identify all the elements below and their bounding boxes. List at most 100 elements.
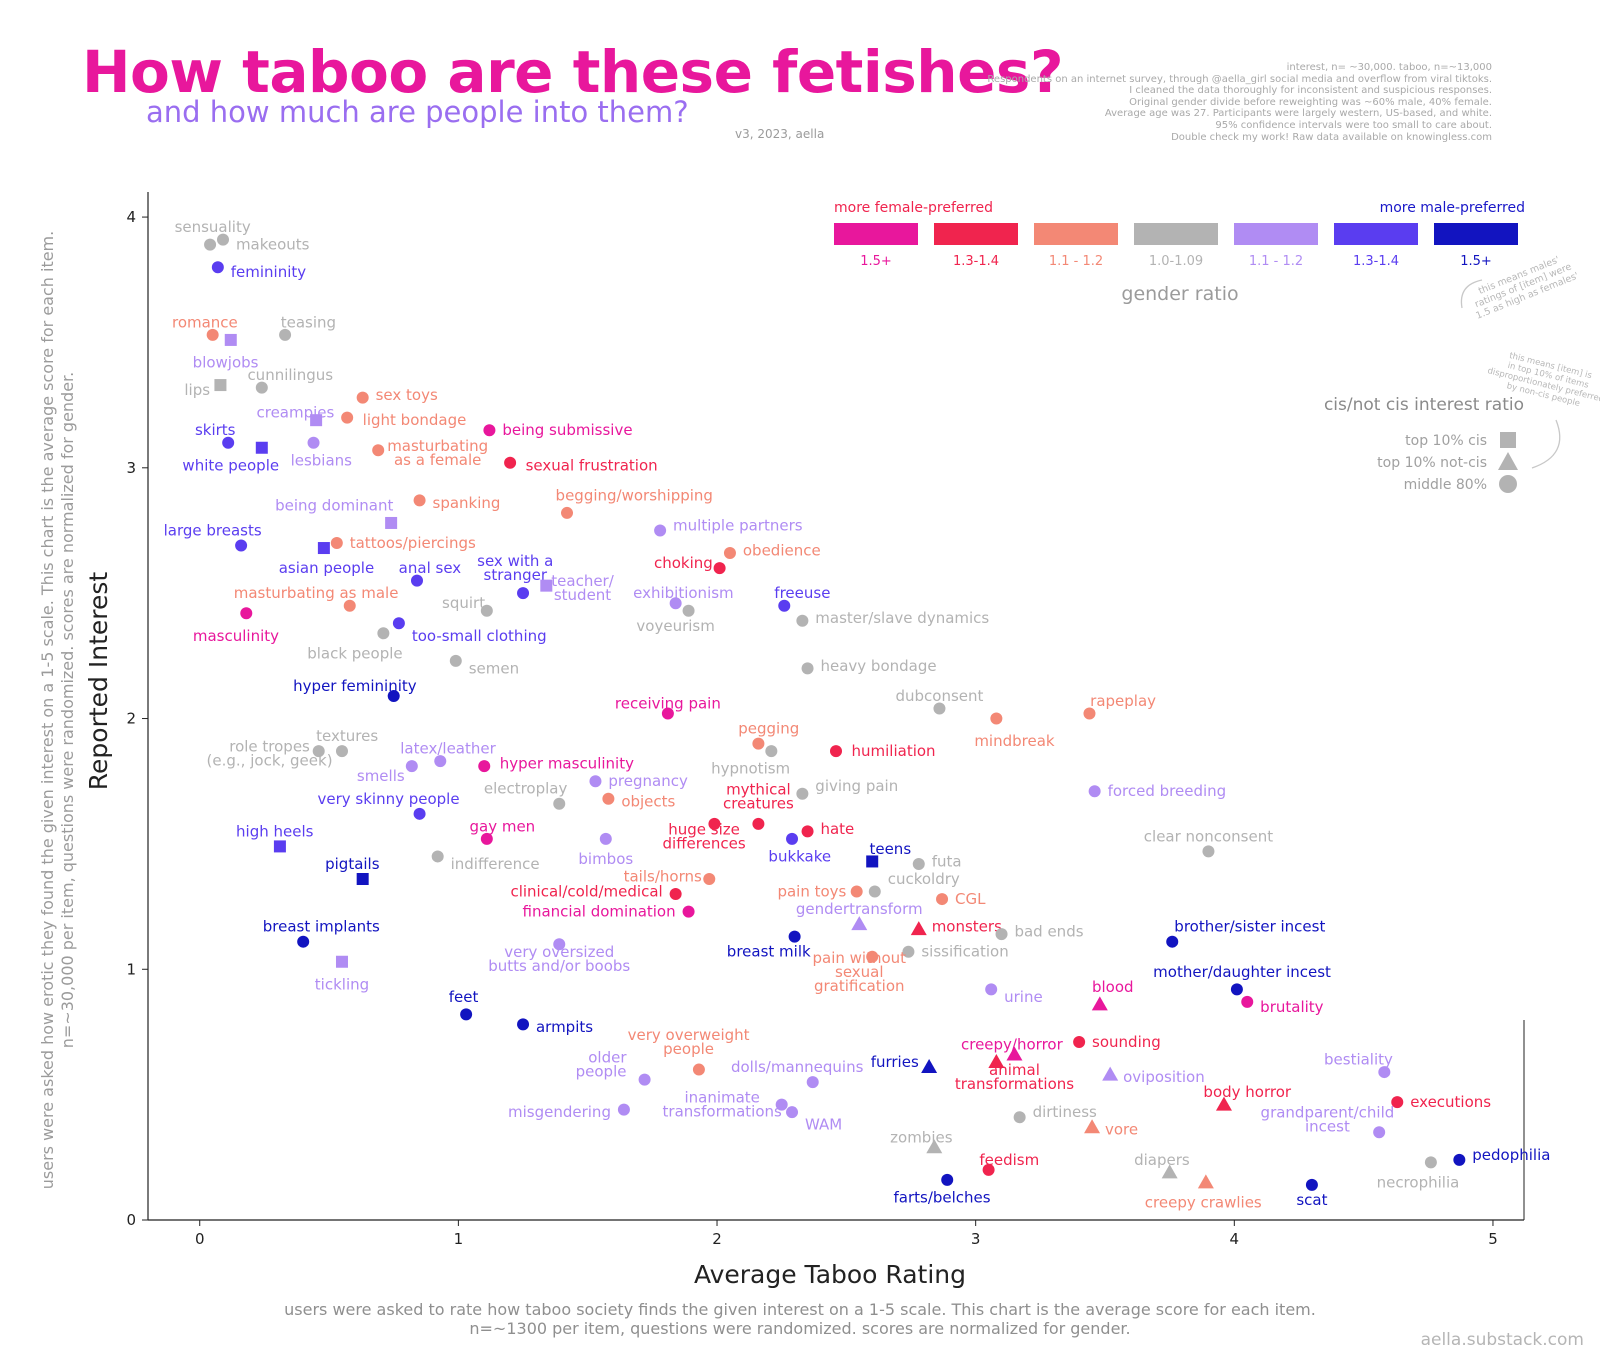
marker-scat: [1305, 1178, 1318, 1191]
marker-exhibitionism: [669, 597, 682, 610]
label-sex-toys: sex toys: [376, 386, 438, 404]
marker-sex-with-a-stranger: [517, 587, 530, 600]
label-bukkake: bukkake: [768, 847, 831, 865]
marker-hyper-masculinity: [478, 760, 491, 773]
marker-sissification: [902, 945, 915, 958]
x-tick-label: 4: [1230, 1230, 1240, 1248]
credit-text: v3, 2023, aella: [735, 127, 825, 141]
label-bimbos: bimbos: [578, 850, 633, 868]
legend-shape-label: top 10% cis: [1405, 433, 1487, 449]
label-clinical-cold-medical: clinical/cold/medical: [510, 883, 662, 901]
marker-blowjobs: [224, 333, 237, 346]
marker-begging-worshipping: [561, 506, 574, 519]
label-masturbating-as-a-female: as a female: [394, 451, 481, 469]
x-note-line: users were asked to rate how taboo socie…: [284, 1300, 1316, 1319]
marker-gay-men: [480, 832, 493, 845]
label-creepy-horror: creepy/horror: [961, 1035, 1064, 1053]
label-pigtails: pigtails: [325, 855, 380, 873]
label-heavy-bondage: heavy bondage: [820, 657, 936, 675]
label-breast-implants: breast implants: [263, 918, 380, 936]
marker-light-bondage: [341, 411, 354, 424]
marker-tails-horns: [703, 873, 716, 886]
marker-being-submissive: [483, 424, 496, 437]
label-older-people: older: [588, 1049, 627, 1067]
label-teasing: teasing: [281, 313, 336, 331]
note-line: Average age was 27. Participants were la…: [1104, 108, 1492, 120]
marker-femininity: [211, 261, 224, 274]
label-feedism: feedism: [979, 1151, 1039, 1169]
label-hate: hate: [820, 820, 854, 838]
legend-swatch-label: 1.5+: [1460, 254, 1492, 269]
marker-sensuality: [204, 238, 217, 251]
marker-masturbating-as-male: [343, 599, 356, 612]
marker-squirt: [480, 604, 493, 617]
marker-being-dominant: [385, 516, 398, 529]
label-black-people: black people: [307, 644, 402, 662]
marker-farts-belches: [941, 1173, 954, 1186]
label-creampies: creampies: [256, 404, 334, 422]
marker-tattoos-piercings: [330, 537, 343, 550]
label-master-slave-dynamics: master/slave dynamics: [815, 609, 989, 627]
label-grandparent-child-incest: incest: [1305, 1118, 1350, 1136]
marker-voyeurism: [682, 604, 695, 617]
label-masculinity: masculinity: [193, 627, 279, 645]
label-older-people: people: [576, 1063, 627, 1081]
legend-swatch-f13: [934, 223, 1018, 245]
marker-black-people: [377, 627, 390, 640]
marker-cgl: [936, 893, 949, 906]
label-misgendering: misgendering: [508, 1103, 611, 1121]
label-sounding: sounding: [1092, 1033, 1161, 1051]
marker-lesbians: [307, 436, 320, 449]
y-axis-note-line: users were asked how erotic they found t…: [38, 231, 57, 1189]
legend-note-arrow: [1531, 419, 1561, 469]
marker-brother-sister-incest: [1166, 935, 1179, 948]
marker-zombies: [926, 1139, 943, 1154]
marker-high-heels: [273, 840, 286, 853]
marker-huge-size-differences: [708, 817, 721, 830]
label-zombies: zombies: [890, 1128, 953, 1146]
label-forced-breeding: forced breeding: [1108, 782, 1227, 800]
label-sex-with-a-stranger: sex with a: [477, 552, 553, 570]
label-very-overweight-people: very overweight: [628, 1026, 750, 1044]
label-pain-toys: pain toys: [777, 883, 846, 901]
label-tattoos-piercings: tattoos/piercings: [350, 534, 476, 552]
label-furries: furries: [871, 1053, 919, 1071]
label-squirt: squirt: [442, 594, 485, 612]
label-multiple-partners: multiple partners: [673, 516, 803, 534]
label-humiliation: humiliation: [852, 742, 936, 760]
marker-inanimate-transformations: [775, 1098, 788, 1111]
marker-white-people: [255, 441, 268, 454]
label-hypnotism: hypnotism: [711, 760, 790, 778]
label-teacher-student: teacher/: [551, 572, 614, 590]
x-tick-label: 0: [195, 1230, 205, 1248]
label-very-oversized-butts-and-or-boobs: butts and/or boobs: [488, 957, 630, 975]
marker-pregnancy: [589, 775, 602, 788]
label-dubconsent: dubconsent: [895, 687, 983, 705]
label-inanimate-transformations: transformations: [663, 1103, 782, 1121]
label-begging-worshipping: begging/worshipping: [556, 486, 713, 504]
label-diapers: diapers: [1134, 1151, 1190, 1169]
marker-creepy-crawlies: [1197, 1174, 1214, 1189]
label-role-tropes-e-g-jock-geek: role tropes: [229, 738, 310, 756]
marker-giving-pain: [796, 787, 809, 800]
label-being-submissive: being submissive: [502, 421, 632, 439]
label-semen: semen: [469, 659, 519, 677]
x-tick-label: 1: [454, 1230, 464, 1248]
label-objects: objects: [621, 792, 675, 810]
label-role-tropes-e-g-jock-geek: (e.g., jock, geek): [207, 752, 333, 770]
marker-older-people: [638, 1073, 651, 1086]
label-masturbating-as-a-female: masturbating: [387, 437, 488, 455]
x-axis-note: users were asked to rate how taboo socie…: [0, 1300, 1600, 1338]
marker-financial-domination: [682, 905, 695, 918]
marker-cunnilingus: [255, 381, 268, 394]
legend-swatch-f15: [834, 223, 918, 245]
marker-anal-sex: [410, 574, 423, 587]
note-line: I cleaned the data thoroughly for incons…: [1129, 85, 1492, 97]
label-pegging: pegging: [738, 720, 799, 738]
marker-wam: [786, 1106, 799, 1119]
legend-gender-title: gender ratio: [1121, 283, 1238, 305]
marker-electroplay: [553, 797, 566, 810]
y-axis-note-line: n=~30,000 per item, questions were rando…: [58, 372, 77, 1049]
label-sex-with-a-stranger: stranger: [484, 566, 548, 584]
